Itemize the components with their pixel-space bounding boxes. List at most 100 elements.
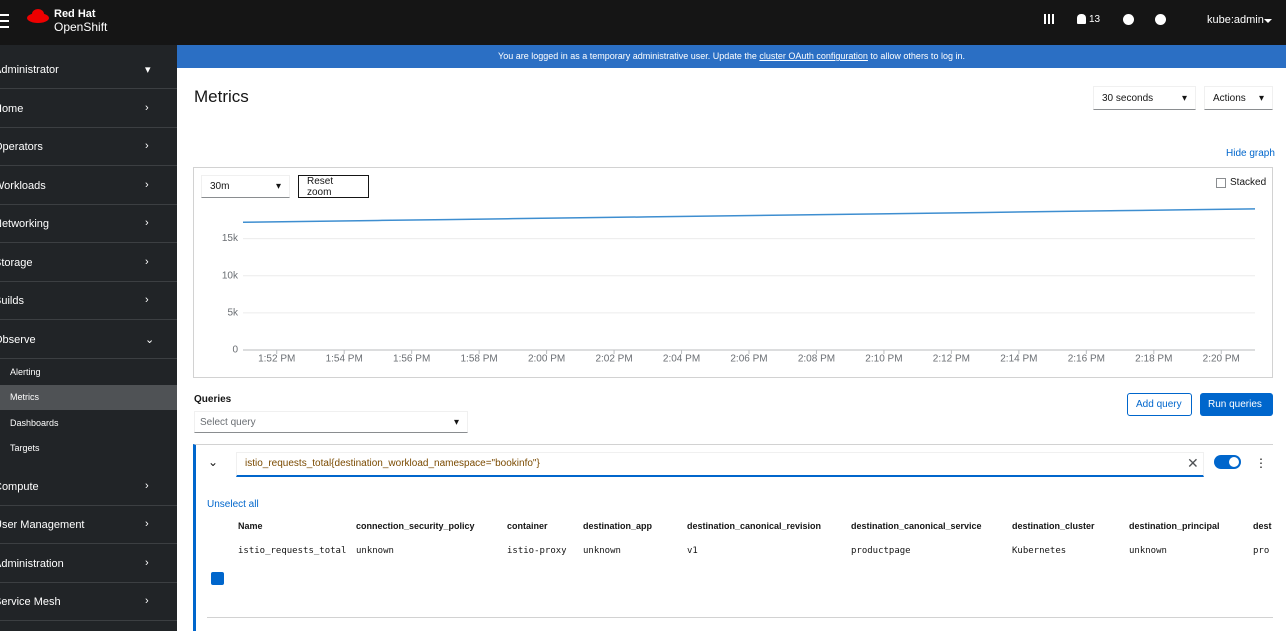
column-header[interactable]: destination_app [583,521,653,531]
user-caret [1264,19,1272,27]
nav-separator [0,88,177,89]
x-tick-label: 2:06 PM [730,354,767,365]
divider [207,617,1273,618]
nav-separator [0,280,177,282]
nav-separator [0,319,177,320]
nav-arrow: › [145,294,149,306]
table-cell: v1 [687,546,698,556]
add-query[interactable]: Add query [1127,393,1192,416]
select-query[interactable]: Select query ▾ [194,411,468,433]
x-tick-label: 2:16 PM [1068,354,1105,365]
x-tick-label: 1:58 PM [461,354,498,365]
nav-subitem[interactable]: Alerting [10,366,41,377]
nav-subitem[interactable]: Targets [10,443,40,453]
nav-item[interactable]: Home [0,102,24,115]
nav-arrow: › [145,217,149,229]
nav-separator [0,581,177,583]
reset-zoom[interactable]: Reset zoom [298,175,369,198]
nav-item[interactable]: Observe [0,333,36,346]
x-tick-label: 2:10 PM [865,354,902,365]
x-tick-label: 2:18 PM [1135,354,1172,365]
table-cell: unknown [356,546,394,556]
table-cell: pro [1253,546,1270,556]
menu-toggle[interactable] [0,14,9,28]
nav-separator [0,504,177,506]
query-toggle[interactable] [1214,455,1241,469]
x-tick-label: 2:20 PM [1203,354,1240,365]
graph-card [193,167,1273,378]
nav-item[interactable]: Storage [0,256,33,269]
clear-query[interactable]: ✕ [1187,455,1199,471]
collapse-toggle[interactable]: ⌄ [208,455,219,469]
x-tick-label: 2:12 PM [933,354,970,365]
nav-separator [0,126,177,128]
column-header[interactable]: connection_security_policy [356,521,475,531]
help-icon[interactable] [1155,14,1166,25]
nav-subitem[interactable]: Dashboards [10,417,59,428]
nav-item[interactable]: Networking [0,218,50,230]
nav-arrow: › [145,140,149,152]
nav-item[interactable]: Operators [0,141,43,153]
bell-icon[interactable] [1077,14,1086,24]
banner-text: to allow others to log in. [867,51,965,61]
user-menu[interactable]: kube:admin [1207,14,1264,26]
x-tick-label: 2:14 PM [1000,354,1037,365]
nav-separator [0,203,177,205]
y-tick-label: 10k [222,270,239,281]
nav-item[interactable]: User Management [0,519,85,531]
column-header[interactable]: dest [1253,521,1272,531]
column-header[interactable]: destination_principal [1129,521,1220,531]
x-tick-label: 1:54 PM [326,354,363,365]
app-launcher[interactable] [1044,14,1054,24]
nav-separator [0,543,177,544]
banner-link[interactable]: cluster OAuth configuration [759,51,868,61]
nav-item[interactable]: Compute [0,480,39,493]
series-checkbox[interactable] [211,572,224,585]
page-title: Metrics [194,87,249,106]
sidebar: Administrator ▾ Home › Operators › Workloads › N… [0,45,177,631]
nav-item[interactable]: Administrator [0,64,59,76]
table-cell: istio_requests_total [238,546,347,556]
column-header[interactable]: destination_canonical_revision [687,521,822,531]
table-cell: unknown [583,546,621,556]
nav-arrow: › [145,101,149,114]
notification-count[interactable]: 13 [1089,14,1101,25]
nav-item[interactable]: Builds [0,295,24,307]
actions-label: Actions [1213,92,1246,104]
column-header[interactable]: destination_cluster [1012,521,1095,531]
x-tick-label: 1:56 PM [393,354,430,365]
unselect-all[interactable]: Unselect all [207,499,259,510]
masthead [0,0,1286,45]
column-header[interactable]: container [507,521,548,531]
table-cell: istio-proxy [507,546,567,556]
x-tick-label: 2:00 PM [528,354,565,365]
stacked-checkbox[interactable] [1216,178,1226,188]
x-tick-label: 2:02 PM [595,354,632,365]
table-cell: Kubernetes [1012,546,1067,556]
nav-item[interactable]: Administration [0,557,64,570]
nav-item[interactable]: Workloads [0,179,46,192]
column-header[interactable]: Name [238,521,263,531]
nav-subitem[interactable]: Metrics [10,392,39,402]
nav-arrow: ⌄ [145,333,155,346]
run-queries[interactable]: Run queries [1200,393,1273,416]
nav-separator [0,357,177,359]
x-tick-label: 2:04 PM [663,354,700,365]
column-header[interactable]: destination_canonical_service [851,521,982,531]
nav-item[interactable]: Service Mesh [0,596,61,608]
kebab-menu[interactable]: ⋮ [1255,456,1267,470]
y-tick-label: 5k [227,308,239,319]
range-dropdown[interactable]: 30m ▾ [201,175,290,198]
y-tick-label: 15k [222,233,239,244]
refresh-dropdown[interactable]: 30 seconds ▾ [1093,86,1196,110]
actions-dropdown[interactable]: Actions ▾ [1204,86,1273,110]
hide-graph[interactable]: Hide graph [1226,148,1275,159]
chart: 0 5k 10k 15k 1:52 PM 1:54 PM 1:56 PM 1:58 PM 2:0… [222,208,1256,365]
query-input[interactable]: istio_requests_total{destination_workloa… [236,452,1204,477]
nav-arrow: › [145,556,149,569]
x-tick-label: 1:52 PM [258,354,295,365]
y-tick-label: 0 [232,345,238,356]
add-icon[interactable] [1123,14,1134,25]
nav-separator [0,165,177,166]
